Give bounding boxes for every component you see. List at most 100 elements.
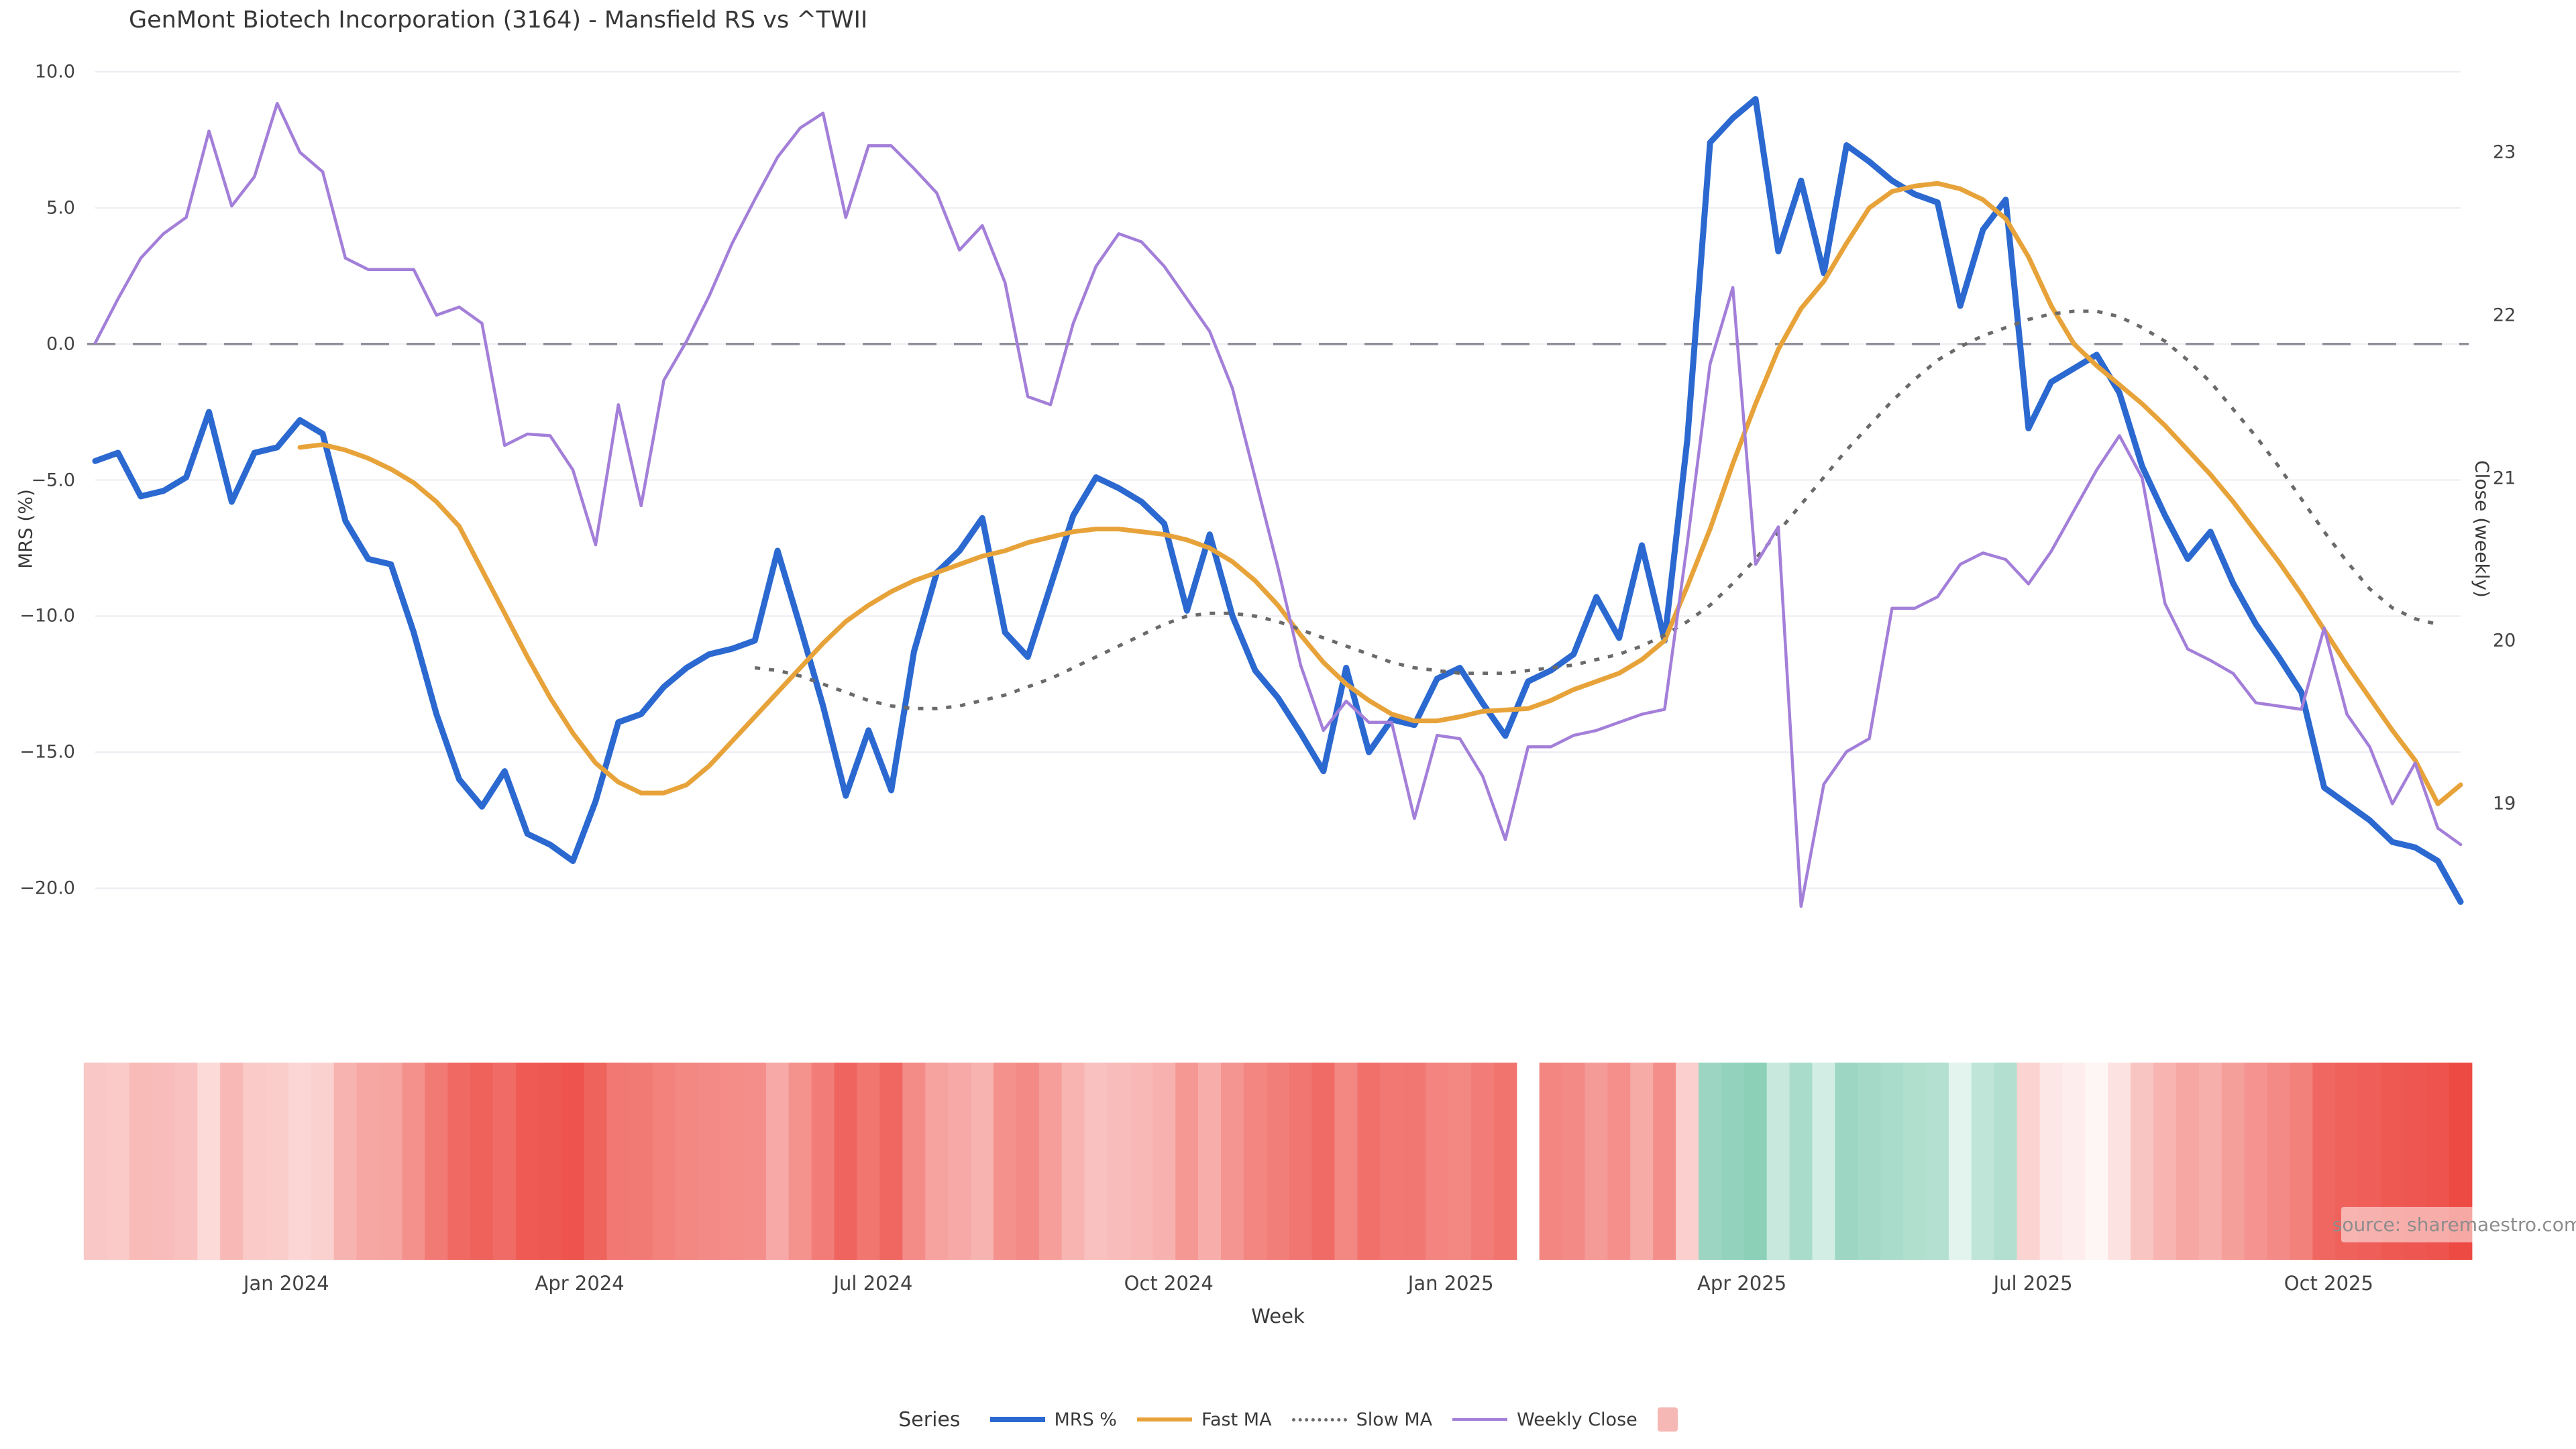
heatmap-cell xyxy=(1243,1063,1267,1260)
heatmap-cell xyxy=(1721,1063,1745,1260)
y-axis-right-tick-label: 23 xyxy=(2493,142,2516,163)
heatmap-cell xyxy=(811,1063,835,1260)
y-axis-left-tick-label: −15.0 xyxy=(19,741,75,763)
heatmap-cell xyxy=(243,1063,266,1260)
heatmap-cell xyxy=(2312,1063,2336,1260)
heatmap-cell xyxy=(1607,1063,1631,1260)
heatmap-cell xyxy=(470,1063,494,1260)
legend-item-label: MRS % xyxy=(1054,1409,1117,1430)
y-axis-left-tick-label: −20.0 xyxy=(19,877,75,899)
x-axis-tick-label: Apr 2024 xyxy=(535,1272,625,1295)
heatmap-cell xyxy=(1470,1063,1495,1260)
series-line-fast-ma xyxy=(297,180,2463,806)
heatmap-cell xyxy=(1539,1063,1563,1260)
heatmap-cell xyxy=(1426,1063,1449,1260)
heatmap-cell xyxy=(174,1063,199,1260)
heatmap-cell xyxy=(266,1063,289,1260)
heatmap-cell xyxy=(152,1063,176,1260)
heatmap-cell xyxy=(652,1063,676,1260)
heatmap-strip xyxy=(83,1063,2473,1260)
heatmap-cell xyxy=(1289,1063,1313,1260)
heatmap-cell xyxy=(1994,1063,2018,1260)
legend-item-mrs-: MRS % xyxy=(989,1409,1117,1430)
heatmap-cell xyxy=(902,1063,926,1260)
heatmap-cell xyxy=(1858,1063,1881,1260)
heatmap-cell xyxy=(1220,1063,1244,1260)
heatmap-cell xyxy=(1971,1063,1995,1260)
heatmap-cell xyxy=(83,1063,107,1260)
heatmap-cell xyxy=(1403,1063,1426,1260)
heatmap-cell xyxy=(1084,1063,1108,1260)
heatmap-cell xyxy=(197,1063,221,1260)
heatmap-cell xyxy=(1130,1063,1153,1260)
heatmap-cell xyxy=(698,1063,721,1260)
heatmap-cell xyxy=(2244,1063,2268,1260)
heatmap-cell xyxy=(379,1063,403,1260)
legend-line-swatch-icon xyxy=(1291,1417,1347,1421)
y-axis-right-tick-label: 20 xyxy=(2493,630,2516,651)
heatmap-cell xyxy=(2062,1063,2086,1260)
x-axis-tick-label: Jul 2025 xyxy=(1993,1272,2073,1295)
legend: Series MRS % Fast MA Slow MA Weekly Close xyxy=(0,1407,2576,1432)
gridlines xyxy=(87,71,2469,890)
x-axis-tick-label: Oct 2025 xyxy=(2284,1272,2373,1295)
heatmap-cell xyxy=(1948,1063,1972,1260)
y-axis-left-tick-label: −5.0 xyxy=(31,470,75,491)
heatmap-cell xyxy=(743,1063,767,1260)
heatmap-cell xyxy=(2153,1063,2177,1260)
heatmap-cell xyxy=(1357,1063,1381,1260)
heatmap-cell xyxy=(333,1063,358,1260)
legend-item-slow-ma: Slow MA xyxy=(1291,1409,1433,1430)
heatmap-cell xyxy=(1448,1063,1472,1260)
heatmap-cell xyxy=(879,1063,904,1260)
x-axis-tick-label: Apr 2025 xyxy=(1697,1272,1787,1295)
heatmap-cell xyxy=(220,1063,244,1260)
heatmap-cell xyxy=(788,1063,812,1260)
heatmap-cell xyxy=(2131,1063,2154,1260)
heatmap-cell xyxy=(2290,1063,2314,1260)
heatmap-cell xyxy=(2039,1063,2063,1260)
heatmap-cell xyxy=(857,1063,881,1260)
heatmap-cell xyxy=(311,1063,335,1260)
legend-item-label: Slow MA xyxy=(1356,1409,1433,1430)
heatmap-cell xyxy=(1585,1063,1609,1260)
heatmap-cell xyxy=(1743,1063,1768,1260)
right-axis-title: Close (weekly) xyxy=(2471,460,2493,598)
heatmap-cell xyxy=(515,1063,539,1260)
heatmap-cell xyxy=(1038,1063,1063,1260)
heatmap-cell xyxy=(1311,1063,1336,1260)
legend-line-swatch-icon xyxy=(1452,1418,1508,1421)
heatmap-cell xyxy=(538,1063,562,1260)
series-line-weekly-close xyxy=(93,101,2463,908)
x-axis-tick-label: Oct 2024 xyxy=(1124,1272,1214,1295)
heatmap-cell xyxy=(1198,1063,1222,1260)
x-axis-title: Week xyxy=(1251,1305,1305,1328)
heatmap-cell xyxy=(2198,1063,2222,1260)
heatmap-cell xyxy=(356,1063,380,1260)
heatmap-cell xyxy=(1061,1063,1085,1260)
heatmap-cell xyxy=(765,1063,790,1260)
series-lines xyxy=(92,96,2464,908)
heatmap-cell xyxy=(675,1063,698,1260)
heatmap-cell xyxy=(129,1063,153,1260)
heatmap-cell xyxy=(971,1063,994,1260)
legend-item-heatmap xyxy=(1657,1407,1678,1432)
legend-item-label: Weekly Close xyxy=(1517,1409,1638,1430)
y-axis-left-tick-label: 10.0 xyxy=(34,61,75,83)
heatmap-cell xyxy=(629,1063,653,1260)
source-attribution: source: sharemaestro.com xyxy=(2332,1207,2576,1242)
heatmap-cell xyxy=(1493,1063,1517,1260)
heatmap-cell xyxy=(925,1063,949,1260)
heatmap-cell xyxy=(2108,1063,2131,1260)
heatmap-cell xyxy=(1653,1063,1676,1260)
legend-title: Series xyxy=(898,1407,961,1432)
heatmap-cell xyxy=(606,1063,631,1260)
heatmap-cell xyxy=(493,1063,517,1260)
heatmap-cell xyxy=(1698,1063,1722,1260)
heatmap-cell xyxy=(1562,1063,1586,1260)
heatmap-cell xyxy=(1334,1063,1358,1260)
series-line-slow-ma xyxy=(754,309,2438,710)
legend-item-weekly-close: Weekly Close xyxy=(1452,1409,1638,1430)
y-axis-right-tick-label: 19 xyxy=(2493,793,2516,814)
